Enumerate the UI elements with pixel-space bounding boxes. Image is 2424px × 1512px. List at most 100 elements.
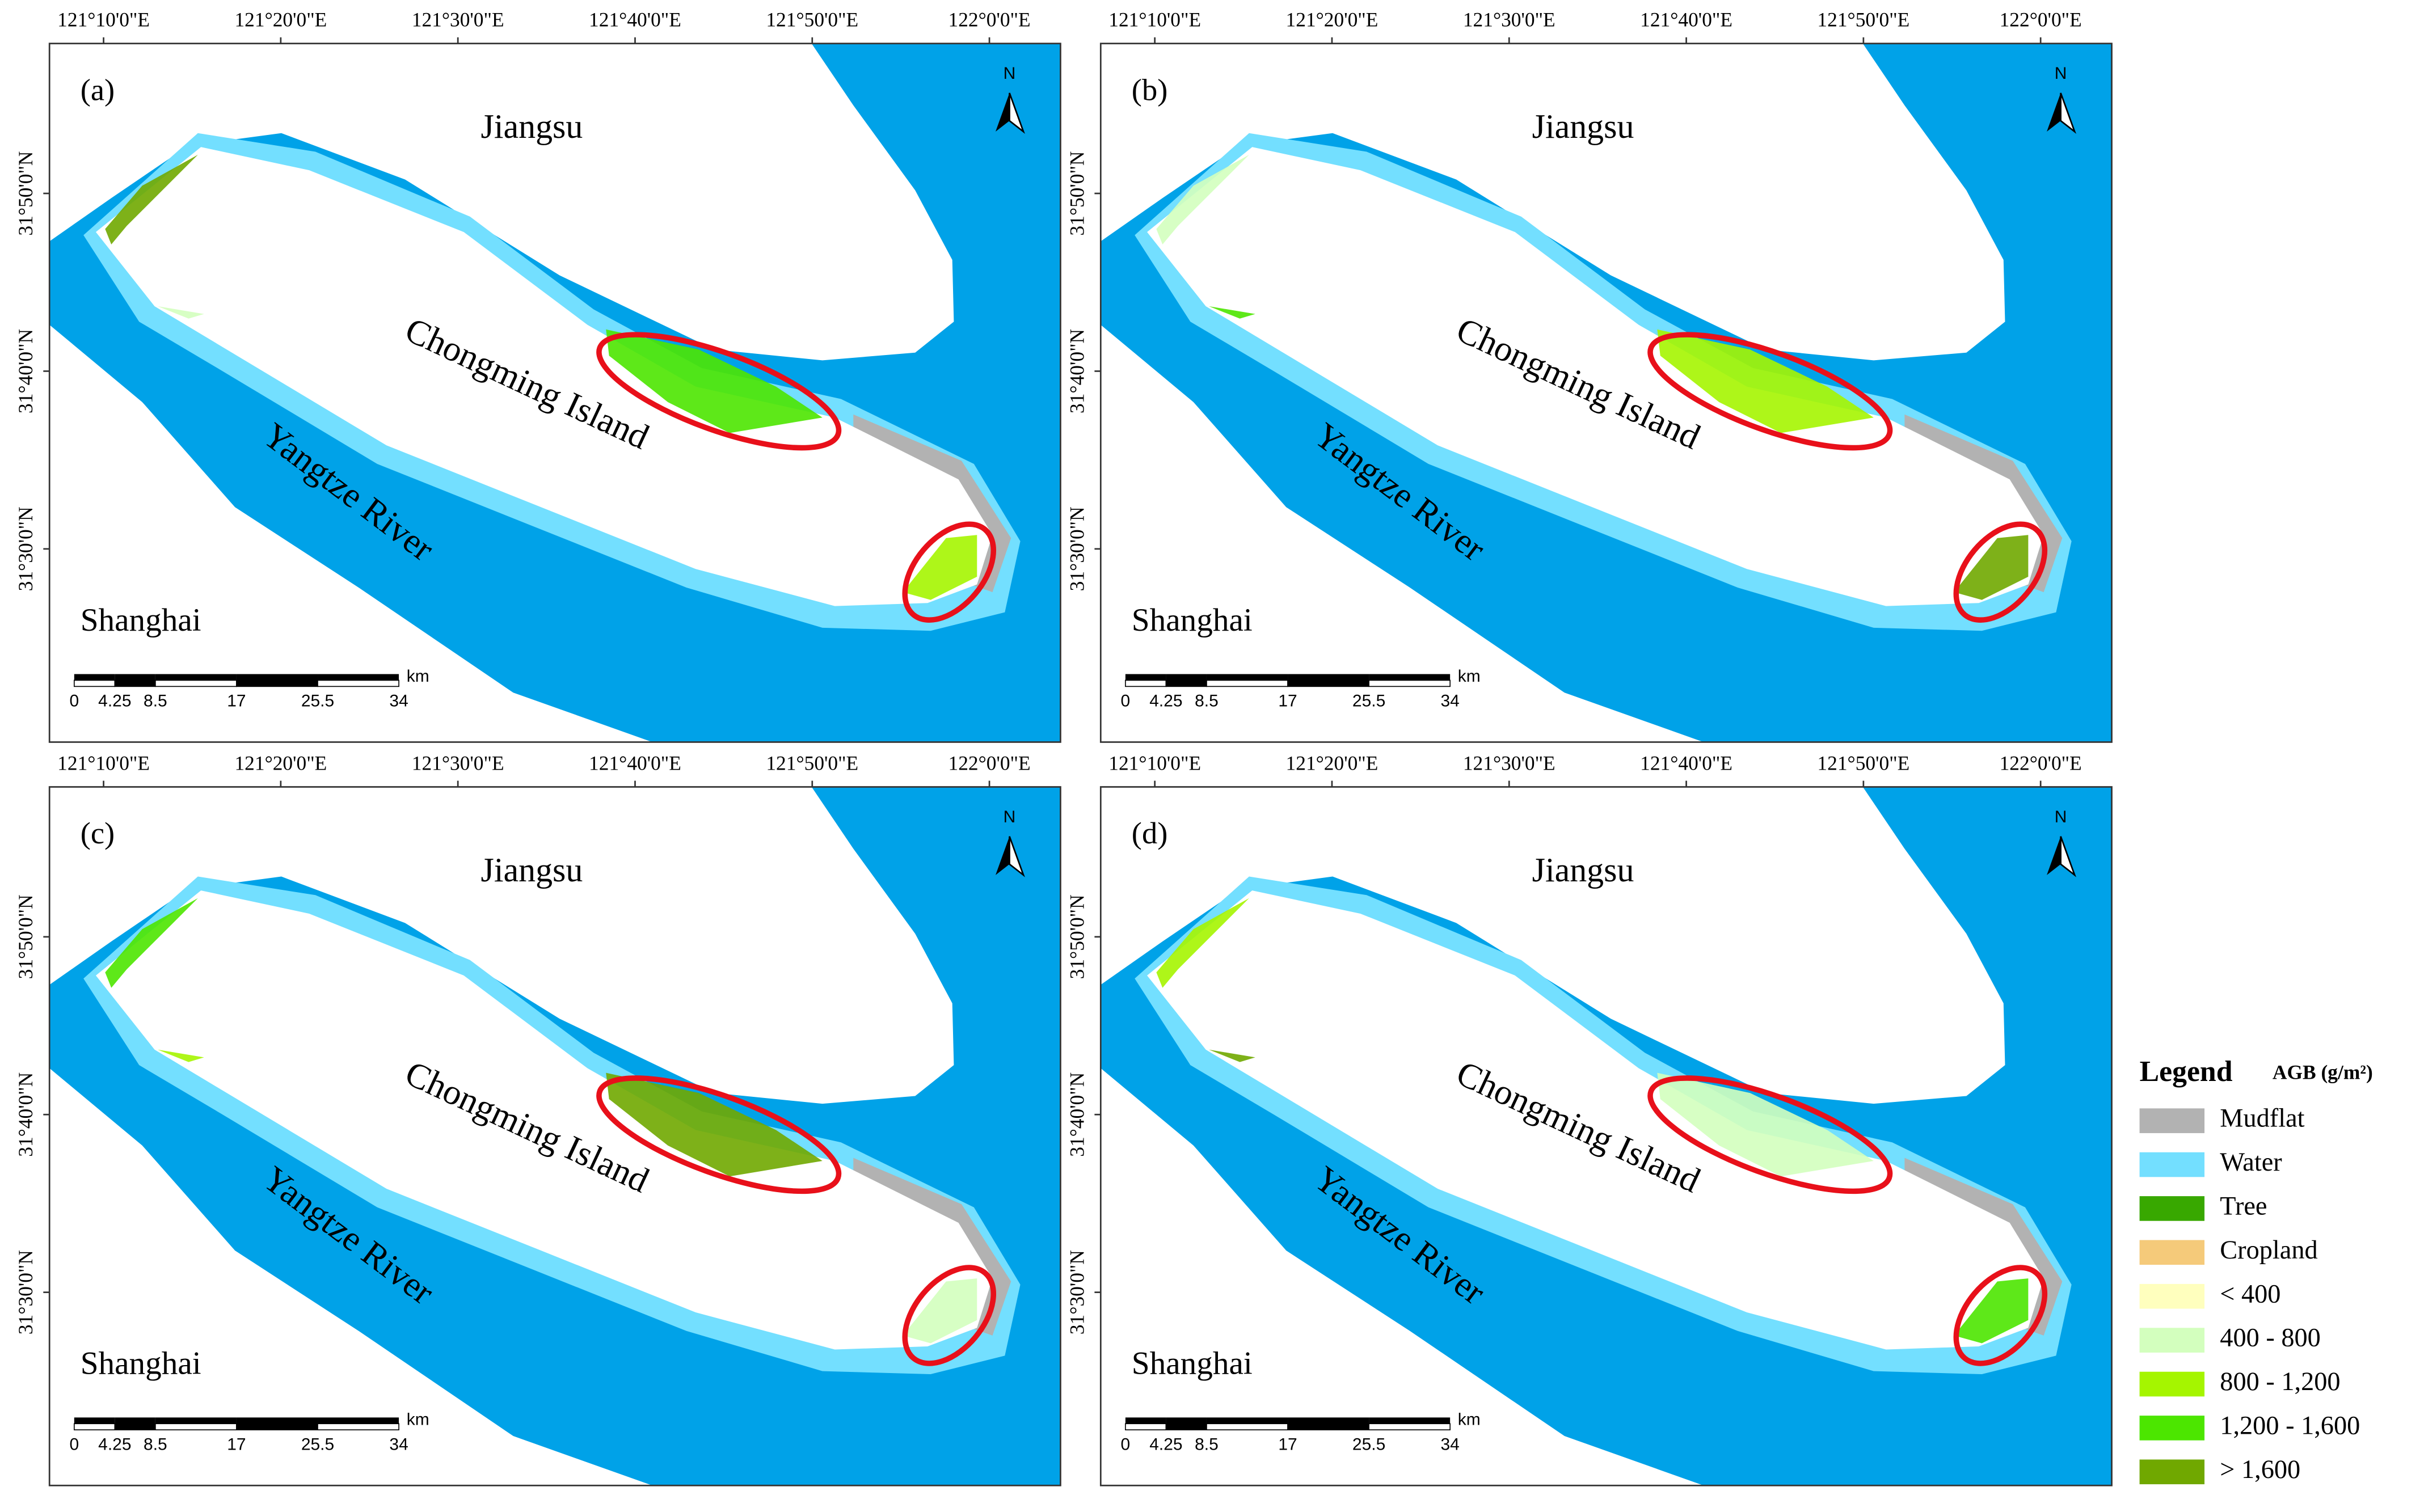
scale-bar-segment: [1287, 679, 1369, 687]
longitude-label: 121°20'0"E: [1286, 751, 1378, 774]
mudflat: [853, 1158, 1011, 1336]
scale-bar-segment: [115, 674, 155, 681]
longitude-label: 121°50'0"E: [1817, 751, 1909, 774]
legend-label: > 1,600: [2220, 1455, 2300, 1484]
vegetation-patch: [1209, 306, 1255, 319]
legend-swatch: [2139, 1328, 2205, 1353]
scale-bar-segment: [1206, 679, 1288, 687]
highlight-ellipse: [596, 1075, 842, 1194]
longitude-label: 121°10'0"E: [1108, 9, 1201, 31]
scale-bar-segment: [1287, 1423, 1369, 1430]
highlight-ellipse: [596, 332, 842, 451]
scale-bar-segment: [115, 1417, 155, 1424]
legend-subtitle: AGB (g/m²): [2273, 1061, 2373, 1084]
scale-bar-label: 34: [1440, 1435, 1459, 1454]
scale-bar-label: 8.5: [1195, 1435, 1219, 1454]
scale-bar-label: 25.5: [301, 1435, 334, 1454]
legend-label: 800 - 1,200: [2220, 1367, 2340, 1396]
legend: Legend AGB (g/m²) Mudflat Water Tree Cropland…: [2139, 1055, 2373, 1485]
panel-frame: [1099, 786, 2113, 1486]
highlight-ellipse: [1647, 332, 1893, 451]
latitude-label: 31°40'0"N: [1065, 329, 1088, 413]
scale-bar-label: 4.25: [1149, 1435, 1182, 1454]
scale-bar-label: 0: [1121, 1435, 1131, 1454]
panel-frame: [1099, 43, 2113, 743]
longitude-label: 121°50'0"E: [1817, 9, 1909, 31]
longitude-label: 121°50'0"E: [766, 751, 858, 774]
scale-bar-segment: [1368, 679, 1451, 687]
legend-swatch: [2139, 1152, 2205, 1177]
scale-bar-segment: [155, 679, 237, 687]
north-arrow: [995, 92, 1010, 132]
longitude-label: 121°20'0"E: [1286, 9, 1378, 31]
latitude-label: 31°30'0"N: [14, 506, 37, 591]
vegetation-patch: [105, 898, 198, 988]
legend-label: Water: [2220, 1148, 2282, 1177]
scale-bar-segment: [1369, 674, 1451, 681]
scale-bar-label: 17: [227, 1435, 246, 1454]
scale-bar-label: 34: [389, 692, 408, 711]
longitude-label: 121°40'0"E: [1640, 9, 1732, 31]
scale-bar-segment: [114, 1423, 156, 1430]
vegetation-patch: [157, 306, 204, 319]
scale-bar-unit: km: [407, 667, 429, 686]
panel-label: (d): [1132, 816, 1168, 850]
north-arrow: [2047, 836, 2061, 875]
latitude-label: 31°30'0"N: [14, 1250, 37, 1334]
latitude-label: 31°30'0"N: [1065, 1250, 1088, 1334]
scale-bar-segment: [74, 1417, 115, 1424]
scale-bar-segment: [155, 1417, 237, 1424]
scale-bar-segment: [317, 1423, 399, 1430]
legend-swatch: [2139, 1371, 2205, 1397]
island-land: [1147, 147, 2044, 606]
scale-bar-segment: [1125, 1423, 1167, 1430]
legend-swatch: [2139, 1283, 2205, 1309]
scale-bar-unit: km: [1458, 1410, 1481, 1429]
scale-bar-segment: [1166, 1417, 1207, 1424]
scale-bar-label: 17: [1278, 1435, 1297, 1454]
vegetation-patch: [1156, 154, 1249, 244]
highlight-ellipse: [902, 521, 997, 623]
place-label: Shanghai: [1132, 602, 1253, 638]
scale-bar-label: 0: [1121, 692, 1131, 711]
scale-bar-segment: [1125, 679, 1167, 687]
panel-label: (b): [1132, 72, 1168, 107]
vegetation-patch: [606, 329, 823, 433]
north-arrow: [995, 836, 1010, 875]
vegetation-patch: [105, 154, 198, 244]
latitude-label: 31°50'0"N: [14, 894, 37, 979]
scale-bar-segment: [1125, 1417, 1166, 1424]
legend-label: Mudflat: [2220, 1104, 2304, 1133]
vegetation-patch: [157, 1049, 204, 1062]
scale-bar-segment: [1165, 679, 1207, 687]
longitude-label: 121°20'0"E: [234, 9, 327, 31]
longitude-label: 121°40'0"E: [1640, 751, 1732, 774]
north-arrow: [2060, 92, 2076, 134]
latitude-label: 31°50'0"N: [1065, 894, 1088, 979]
panel-frame: [48, 786, 1061, 1486]
scale-bar-segment: [1165, 1423, 1207, 1430]
panel-label: (c): [81, 816, 115, 850]
longitude-label: 122°0'0"E: [2000, 9, 2082, 31]
vegetation-patch: [1209, 1049, 1255, 1062]
scale-bar-segment: [155, 1423, 237, 1430]
longitude-label: 121°30'0"E: [412, 9, 504, 31]
scale-bar-label: 25.5: [1352, 1435, 1385, 1454]
mudflat: [1904, 1158, 2063, 1336]
scale-bar-segment: [317, 679, 399, 687]
highlight-ellipse: [1953, 521, 2048, 623]
latitude-label: 31°40'0"N: [14, 329, 37, 413]
scale-bar-label: 0: [69, 1435, 79, 1454]
mudflat: [853, 414, 1011, 593]
scale-bar-segment: [236, 1423, 318, 1430]
scale-bar-segment: [1166, 674, 1207, 681]
longitude-label: 122°0'0"E: [2000, 751, 2082, 774]
north-label: N: [2055, 808, 2067, 826]
scale-bar-segment: [114, 679, 156, 687]
scale-bar-unit: km: [1458, 667, 1481, 686]
vegetation-patch: [1156, 898, 1249, 988]
highlight-ellipse: [1953, 1265, 2048, 1366]
scale-bar-segment: [1125, 674, 1166, 681]
place-label: Shanghai: [81, 602, 201, 638]
